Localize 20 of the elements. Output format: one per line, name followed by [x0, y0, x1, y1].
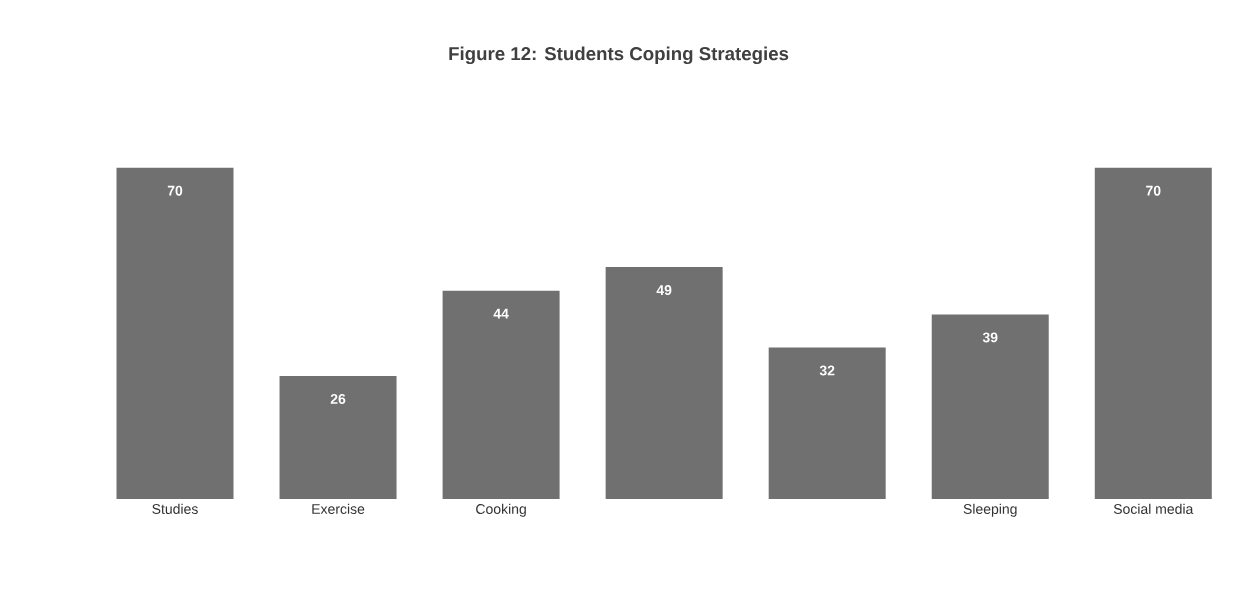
bar [605, 267, 723, 499]
data-label: 32 [819, 365, 835, 376]
bar [442, 290, 560, 499]
data-label: 49 [656, 285, 672, 296]
x-tick-label: Cooking [476, 503, 526, 517]
data-label: 44 [493, 308, 509, 319]
x-tick-label: Exercise [312, 503, 365, 514]
chart-title: Figure 12: Students Coping Strategies [449, 46, 789, 65]
data-label: 70 [1146, 185, 1161, 196]
x-tick-label: Social media [1113, 503, 1194, 514]
bar [279, 375, 397, 499]
x-tick-label: Studies [152, 503, 198, 514]
bar [1094, 167, 1212, 499]
data-label: 39 [982, 332, 998, 343]
data-label: 70 [167, 185, 183, 196]
bar [116, 167, 234, 499]
data-label: 26 [330, 393, 346, 404]
bar [768, 347, 886, 499]
x-tick-label: Sleeping [963, 503, 1017, 517]
bar [931, 314, 1049, 499]
